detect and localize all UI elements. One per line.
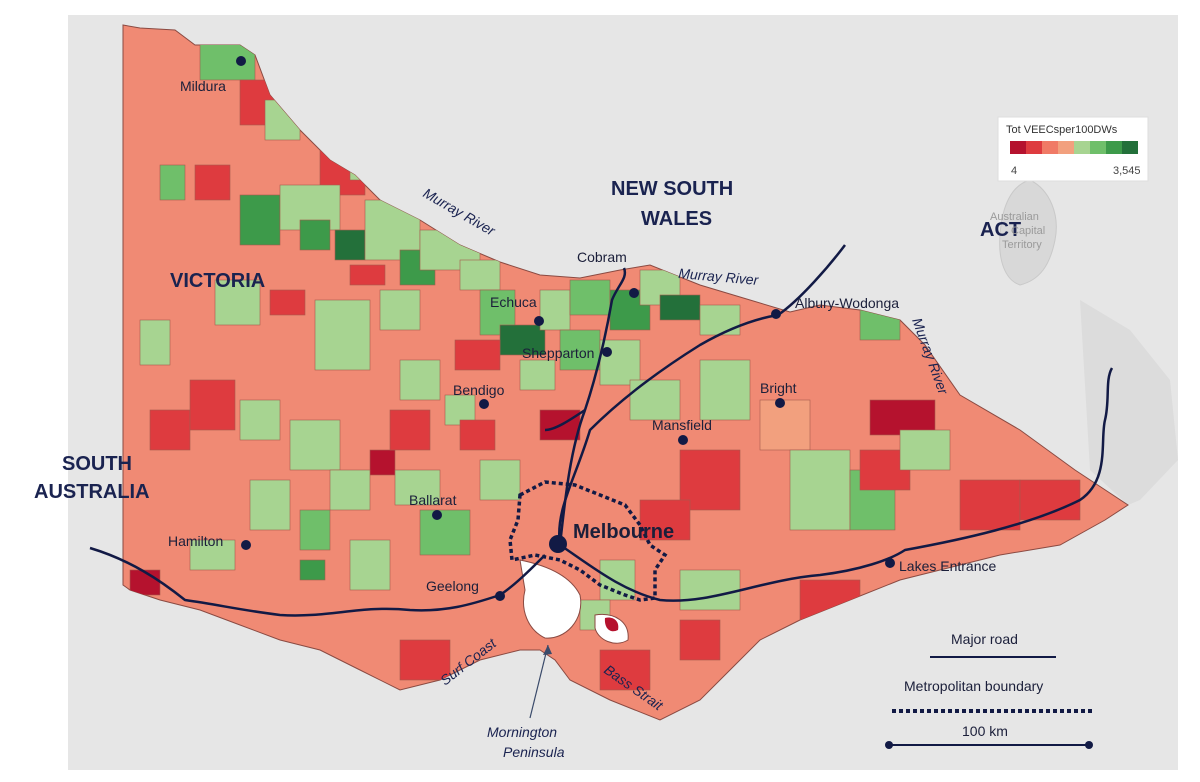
legend-swatches [1010,141,1138,154]
phillip-island [604,617,619,632]
act-basemap-shape [999,179,1057,286]
city-label-melbourne: Melbourne [573,521,674,543]
mornington-label-1: Mornington [487,724,557,740]
act-basemap-line2: Capital [1011,225,1045,237]
key-scale-end [1085,741,1093,749]
city-label-cobram: Cobram [577,249,627,265]
mildura-dot[interactable] [236,56,246,66]
melbourne-dot[interactable] [549,535,567,553]
legend-swatch [1058,141,1074,154]
legend-title: Tot VEECsper100DWs [1006,124,1118,136]
ballarat-dot[interactable] [432,510,442,520]
echuca-dot[interactable] [534,316,544,326]
road-north [558,267,627,546]
legend-swatch [1010,141,1026,154]
act-basemap-labels: Australian Capital Territory [990,211,1045,251]
legend-min: 4 [1011,165,1017,177]
bright-dot[interactable] [775,398,785,408]
road-spur [544,408,586,432]
port-phillip-bay [519,559,582,639]
region-act: ACT [980,219,1021,241]
mornington-label-2: Peninsula [503,744,565,760]
key-metro-boundary-label: Metropolitan boundary [904,678,1043,694]
key-scale-start [885,741,893,749]
shepparton-dot[interactable] [602,347,612,357]
murray-river-label-2: Murray River [678,265,761,288]
city-label-bendigo: Bendigo [453,382,505,398]
region-sa-line1: SOUTH [62,453,132,475]
albury-wodonga-dot[interactable] [771,309,781,319]
city-labels: Mildura Cobram Echuca Shepparton Albury-… [168,78,996,594]
region-nsw-line2: WALES [641,208,712,230]
key-scale-label: 100 km [962,723,1008,739]
city-label-mansfield: Mansfield [652,417,712,433]
region-sa-line2: AUSTRALIA [34,481,150,503]
mornington-arrowhead [543,645,552,655]
key-major-road-label: Major road [951,631,1018,647]
region-victoria: VICTORIA [170,270,265,292]
city-label-hamilton: Hamilton [168,533,223,549]
mansfield-dot[interactable] [678,435,688,445]
act-basemap-line3: Territory [1002,239,1042,251]
city-label-albury-wodonga: Albury-Wodonga [795,295,899,311]
map-key: Major road Metropolitan boundary 100 km [885,631,1093,749]
lakes-entrance-dot[interactable] [885,558,895,568]
region-labels: VICTORIA NEW SOUTH WALES SOUTH AUSTRALIA… [34,178,1021,503]
city-label-mildura: Mildura [180,78,226,94]
legend-max: 3,545 [1113,165,1141,177]
legend-swatch [1090,141,1106,154]
act-basemap-line1: Australian [990,211,1039,223]
lga-patches [129,39,1081,691]
city-label-shepparton: Shepparton [522,345,594,361]
metropolitan-boundary [508,480,668,602]
road-east [559,367,1114,602]
legend-swatch [1122,141,1138,154]
city-markers [236,56,895,601]
geelong-dot[interactable] [495,591,505,601]
legend-swatch [1042,141,1058,154]
coast-shading [1080,300,1178,505]
city-label-geelong: Geelong [426,578,479,594]
legend-swatch [1026,141,1042,154]
city-label-echuca: Echuca [490,294,537,310]
legend-swatch [1106,141,1122,154]
mornington-pointer [529,644,549,719]
region-nsw-line1: NEW SOUTH [611,178,733,200]
city-label-ballarat: Ballarat [409,492,457,508]
road-northeast [558,244,846,546]
legend-swatch [1074,141,1090,154]
bendigo-dot[interactable] [479,399,489,409]
cobram-dot[interactable] [629,288,639,298]
city-label-bright: Bright [760,380,797,396]
hamilton-dot[interactable] [241,540,251,550]
city-label-lakes-entrance: Lakes Entrance [899,558,996,574]
color-legend: Tot VEECsper100DWs 4 3,545 [997,116,1149,182]
